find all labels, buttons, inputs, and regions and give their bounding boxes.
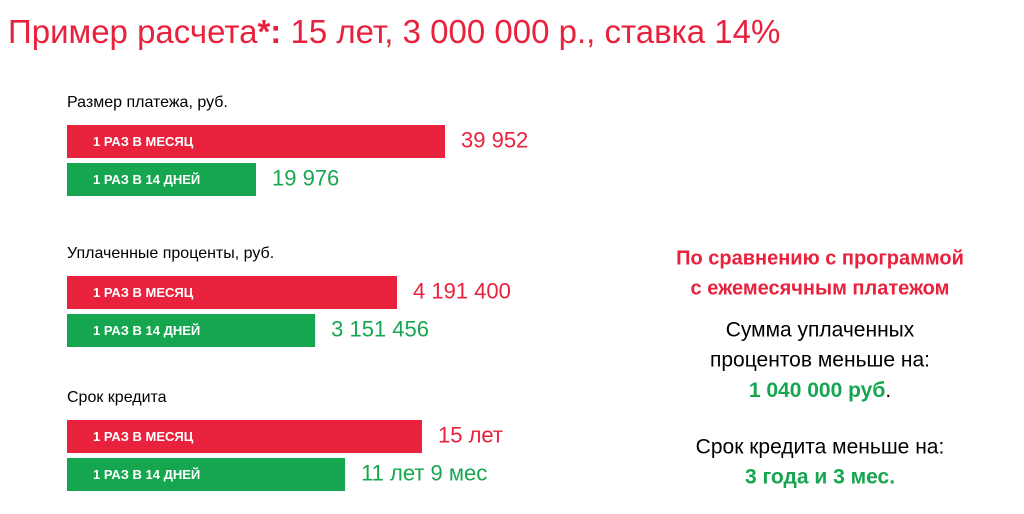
chart-title: Размер платежа, руб. (67, 94, 228, 111)
summary-text: Срок кредита меньше на: (696, 436, 945, 459)
bar (67, 458, 346, 491)
value-label: 19 976 (272, 165, 339, 190)
interest-value: 1 040 000 руб (749, 379, 885, 402)
value-label: 3 151 456 (331, 316, 429, 341)
title-mark: *: (257, 13, 281, 50)
bar (67, 276, 397, 309)
interest-end: . (885, 379, 891, 402)
bar-category: 1 РАЗ В МЕСЯЦ (93, 134, 194, 149)
term-value: 3 года и 3 мес. (745, 466, 895, 489)
bar-category: 1 РАЗ В 14 ДНЕЙ (93, 323, 200, 338)
bar-category: 1 РАЗ В МЕСЯЦ (93, 429, 194, 444)
value-label: 39 952 (461, 127, 528, 152)
title-rest: 15 лет, 3 000 000 р., ставка 14% (281, 13, 780, 50)
bar (67, 163, 256, 196)
title: Пример расчета*: 15 лет, 3 000 000 р., с… (8, 13, 780, 50)
bar (67, 314, 316, 347)
summary-heading: с ежемесячным платежом (691, 277, 950, 299)
bar-category: 1 РАЗ В 14 ДНЕЙ (93, 172, 200, 187)
summary: По сравнению с программой с ежемесячным … (676, 247, 964, 488)
value-label: 11 лет 9 мес (361, 460, 487, 485)
summary-text: Сумма уплаченных (726, 319, 915, 342)
value-label: 4 191 400 (413, 278, 511, 303)
summary-heading: По сравнению с программой (676, 247, 964, 269)
chart-title: Срок кредита (67, 389, 167, 406)
chart-title: Уплаченные проценты, руб. (67, 245, 274, 262)
summary-value: 1 040 000 руб. (749, 379, 891, 402)
title-lead: Пример расчета (8, 13, 258, 50)
bar (67, 125, 445, 158)
summary-text: процентов меньше на: (710, 349, 930, 372)
bar-category: 1 РАЗ В 14 ДНЕЙ (93, 467, 200, 482)
value-label: 15 лет (438, 422, 503, 447)
bar-category: 1 РАЗ В МЕСЯЦ (93, 285, 194, 300)
bar (67, 420, 422, 453)
